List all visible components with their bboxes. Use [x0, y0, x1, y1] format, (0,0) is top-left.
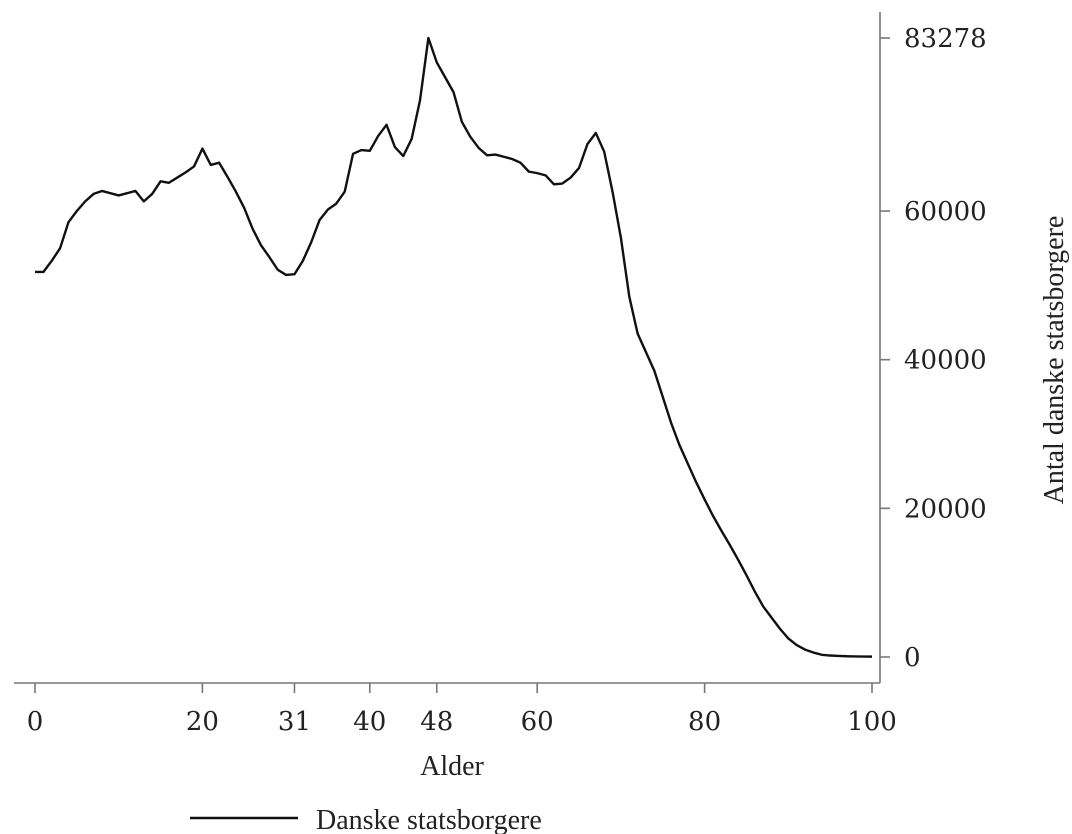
- plot-area: [14, 12, 881, 684]
- legend: Danske statsborgere: [190, 805, 542, 834]
- x-tick-label: 31: [278, 707, 311, 737]
- x-axis-title: Alder: [420, 751, 484, 782]
- x-tick-label: 80: [688, 707, 721, 737]
- x-tick-label: 40: [353, 707, 386, 737]
- y-tick-label: 40000: [904, 346, 987, 376]
- y-tick-label: 0: [904, 643, 921, 673]
- x-tick-label: 60: [521, 707, 554, 737]
- x-tick-label: 48: [420, 707, 453, 737]
- x-tick-label: 20: [186, 707, 219, 737]
- y-axis-ticks: 0 20000 40000 60000 83278: [880, 24, 987, 673]
- x-axis-ticks: 0 20 31 40 48 60 80 100: [27, 683, 897, 737]
- series-line-danske-statsborgere: [35, 36, 873, 658]
- y-tick-label: 83278: [904, 24, 987, 54]
- x-tick-label: 0: [27, 707, 44, 737]
- y-tick-label: 60000: [904, 197, 987, 227]
- x-tick-label: 100: [847, 707, 897, 737]
- legend-label: Danske statsborgere: [316, 805, 542, 834]
- y-tick-label: 20000: [904, 494, 987, 524]
- y-axis-title: Antal danske statsborgere: [1039, 216, 1070, 505]
